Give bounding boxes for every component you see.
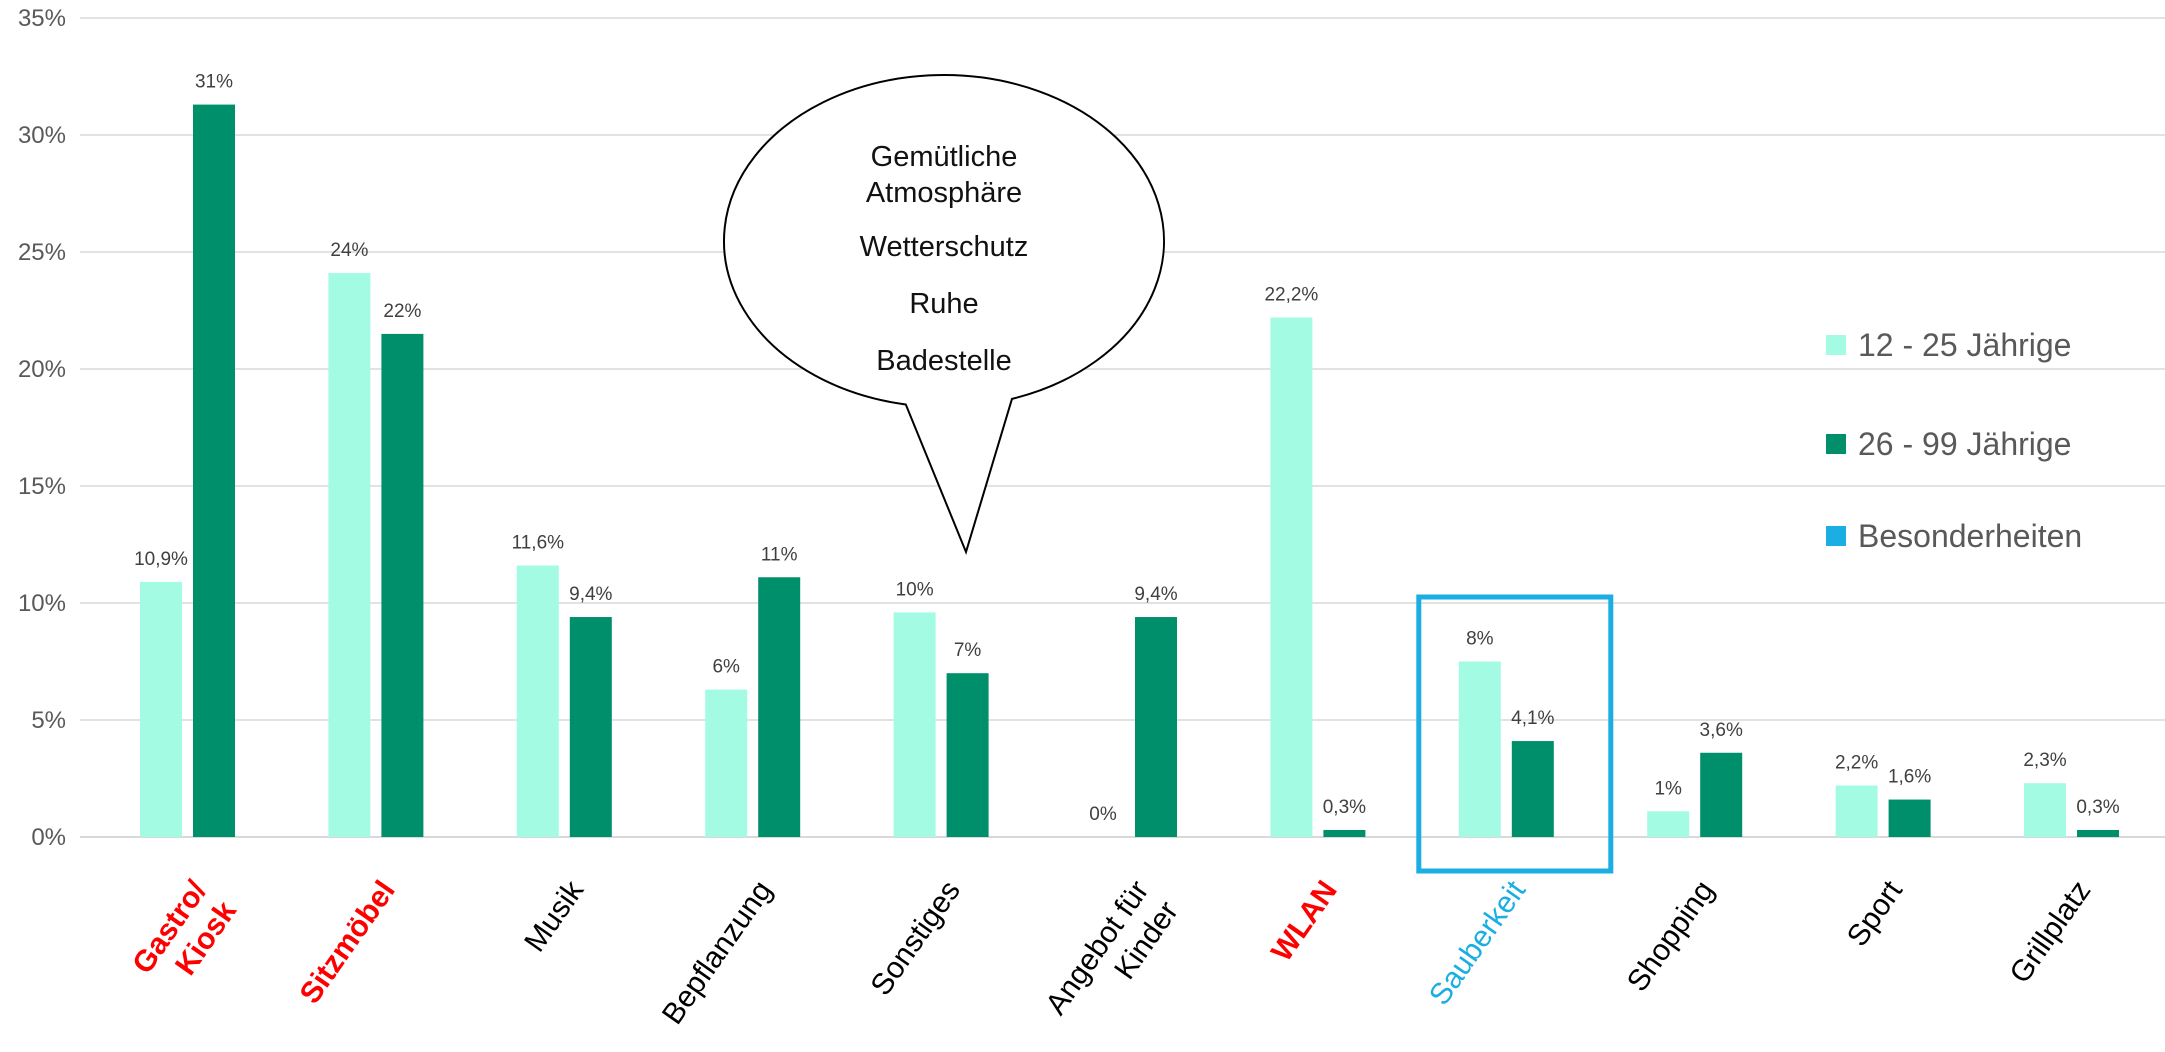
bar	[193, 104, 235, 837]
x-tick-label-line: Grillplatz	[2003, 875, 2097, 990]
bar	[1323, 829, 1366, 837]
data-label: 1,6%	[1888, 767, 1931, 788]
data-label: 3,6%	[1700, 720, 1743, 741]
x-tick-label: Grillplatz	[2003, 875, 2097, 990]
data-label: 7%	[954, 640, 982, 661]
data-label: 2,2%	[1835, 753, 1878, 774]
x-tick-label-line: Musik	[518, 874, 591, 958]
callout-line: Atmosphäre	[866, 177, 1022, 209]
speech-bubble	[722, 74, 1165, 555]
y-tick-label: 5%	[31, 707, 66, 734]
y-tick-label: 20%	[18, 356, 66, 383]
x-tick-label: Musik	[518, 874, 591, 958]
data-label: 22%	[383, 301, 421, 322]
bar	[381, 333, 424, 837]
legend-swatch	[1826, 526, 1846, 546]
x-tick-label: Angebot fürKinder	[1039, 875, 1185, 1042]
bar	[2024, 783, 2066, 837]
speech-bubble-callout: Gemütliche Atmosphäre Wetterschutz Ruhe Bade…	[722, 74, 1165, 555]
bars	[140, 104, 2119, 837]
bar	[140, 581, 182, 837]
data-label: 4,1%	[1511, 708, 1554, 729]
bar	[328, 273, 371, 837]
x-tick-label: WLAN	[1265, 875, 1344, 968]
x-tick-label: Sitzmöbel	[294, 875, 402, 1010]
y-tick-label: 30%	[18, 122, 66, 149]
x-axis: Gastro/Kiosk Sitzmöbel Musik Bepflanzung Son…	[126, 874, 2097, 1042]
y-axis: 0% 5% 10% 15% 20% 25% 30% 35%	[18, 5, 66, 851]
legend-swatch	[1826, 434, 1846, 454]
x-tick-label-line: Bepflanzung	[656, 875, 779, 1031]
bar	[1270, 317, 1313, 837]
callout-line: Badestelle	[876, 345, 1011, 377]
x-tick-label-line: Sport	[1841, 874, 1910, 952]
bar	[1700, 752, 1743, 837]
data-label: 9,4%	[1134, 584, 1177, 605]
bar	[569, 617, 612, 837]
data-label: 0,3%	[1323, 797, 1366, 818]
bar	[1458, 661, 1501, 837]
x-tick-label-line: Sauberkeit	[1423, 874, 1533, 1011]
highlight-box	[1416, 594, 1614, 874]
x-tick-label: Sonstiges	[864, 875, 967, 1002]
data-label: 22,2%	[1264, 285, 1318, 306]
callout-line: Wetterschutz	[860, 231, 1029, 263]
bar	[516, 565, 559, 837]
bar	[946, 673, 989, 837]
data-label: 11,6%	[512, 533, 565, 554]
legend: 12 - 25 Jährige 26 - 99 Jährige Besonderhe…	[1826, 327, 2082, 554]
bar	[1888, 799, 1931, 837]
data-label: 8%	[1466, 629, 1494, 650]
data-label: 2,3%	[2023, 750, 2066, 771]
data-label: 24%	[330, 240, 368, 261]
bar	[705, 689, 748, 837]
x-tick-label-line: Sitzmöbel	[294, 875, 402, 1010]
legend-label: 12 - 25 Jährige	[1858, 327, 2071, 363]
data-label: 0,3%	[2076, 797, 2119, 818]
x-tick-label-line: Sonstiges	[864, 875, 967, 1002]
data-label: 1%	[1654, 778, 1682, 799]
bar	[1511, 741, 1554, 837]
data-label: 31%	[195, 72, 233, 93]
data-label: 11%	[761, 544, 798, 565]
x-tick-label: Gastro/Kiosk	[126, 874, 243, 1000]
x-tick-label: Shopping	[1621, 875, 1721, 998]
y-tick-label: 10%	[18, 590, 66, 617]
bar	[1835, 785, 1878, 837]
bar	[2077, 829, 2119, 837]
y-tick-label: 35%	[18, 5, 66, 32]
legend-swatch	[1826, 335, 1846, 355]
legend-label: 26 - 99 Jährige	[1858, 426, 2071, 462]
callout-lines: Gemütliche Atmosphäre Wetterschutz Ruhe Bade…	[860, 141, 1029, 377]
x-tick-label-line: WLAN	[1265, 875, 1344, 968]
bar	[1135, 617, 1177, 837]
data-label: 10%	[896, 579, 934, 600]
data-label: 10,9%	[134, 549, 188, 570]
legend-label: Besonderheiten	[1858, 518, 2082, 554]
bar	[758, 577, 801, 837]
data-label: 6%	[712, 657, 740, 678]
bar	[1647, 811, 1690, 837]
x-tick-label: Bepflanzung	[656, 875, 779, 1031]
x-tick-label-line: Shopping	[1621, 875, 1721, 998]
bar	[893, 612, 936, 837]
data-label: 0%	[1089, 804, 1117, 825]
data-label: 9,4%	[569, 584, 612, 605]
callout-line: Ruhe	[909, 288, 978, 320]
data-labels: 10,9% 31% 24% 22% 11,6% 9,4% 6% 11% 10% 7% 0% 9,4% 2…	[134, 72, 2120, 825]
y-tick-label: 15%	[18, 473, 66, 500]
y-tick-label: 0%	[31, 824, 66, 851]
y-tick-label: 25%	[18, 239, 66, 266]
x-tick-label: Sport	[1841, 874, 1910, 952]
x-tick-label: Sauberkeit	[1423, 874, 1533, 1011]
callout-line: Gemütliche	[871, 141, 1018, 173]
